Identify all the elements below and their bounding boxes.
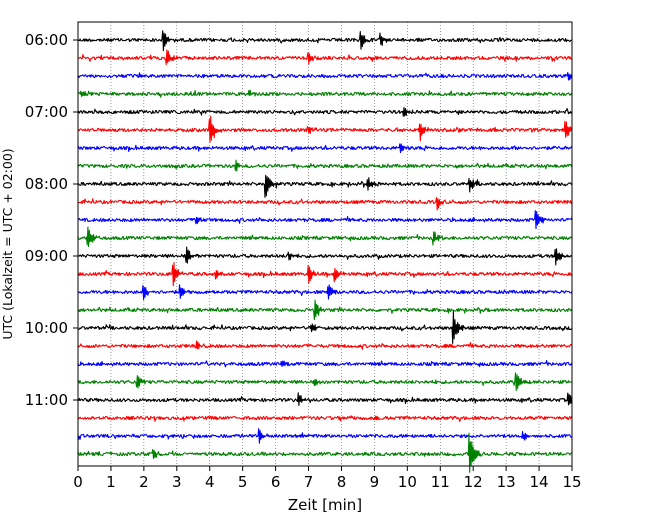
x-tick-label: 8 <box>337 473 347 491</box>
x-tick-label: 10 <box>398 473 417 491</box>
y-tick-label: 07:00 <box>25 103 68 121</box>
x-tick-label: 1 <box>106 473 116 491</box>
vertical-grid <box>110 22 540 466</box>
x-tick-label: 4 <box>205 473 215 491</box>
x-tick-label: 6 <box>271 473 281 491</box>
x-tick-label: 12 <box>464 473 483 491</box>
trace-line <box>77 115 573 143</box>
trace-line <box>77 415 573 423</box>
trace-line <box>77 359 573 368</box>
y-tick-label: 06:00 <box>25 31 68 49</box>
trace-line <box>77 432 573 473</box>
trace-line <box>77 210 573 230</box>
trace-line <box>77 428 573 444</box>
x-tick-label: 2 <box>139 473 149 491</box>
trace-line <box>77 246 573 266</box>
trace-line <box>77 159 573 172</box>
x-tick-label: 14 <box>530 473 549 491</box>
trace-line <box>77 197 573 211</box>
trace-line <box>77 143 573 154</box>
trace-line <box>77 262 573 287</box>
x-tick-label: 11 <box>431 473 450 491</box>
trace-line <box>77 71 573 81</box>
x-axis-label: Zeit [min] <box>288 496 362 514</box>
y-axis-ticks: 06:00 07:00 08:00 09:00 10:00 11:00 <box>25 31 78 409</box>
trace-line <box>77 89 573 98</box>
trace-line <box>77 106 573 117</box>
x-tick-label: 9 <box>370 473 380 491</box>
trace-line <box>77 392 573 407</box>
trace-line <box>77 226 573 248</box>
trace-line <box>77 49 573 66</box>
x-tick-label: 5 <box>238 473 248 491</box>
x-tick-label: 15 <box>562 473 581 491</box>
trace-line <box>77 310 573 345</box>
trace-layer <box>77 30 573 473</box>
y-tick-label: 09:00 <box>25 247 68 265</box>
x-tick-label: 13 <box>497 473 516 491</box>
y-tick-label: 10:00 <box>25 319 68 337</box>
x-tick-label: 0 <box>73 473 83 491</box>
plot-frame <box>77 21 573 467</box>
x-axis-ticks: 0 1 2 3 4 5 6 7 8 9 10 11 12 13 14 15 <box>73 466 582 491</box>
trace-line <box>77 299 573 321</box>
trace-line <box>77 174 573 198</box>
trace-line <box>77 30 573 52</box>
y-axis-label: UTC (Lokalzeit = UTC + 02:00) <box>0 148 15 339</box>
trace-line <box>77 284 573 301</box>
x-tick-label: 7 <box>304 473 314 491</box>
trace-line <box>77 372 573 392</box>
x-tick-label: 3 <box>172 473 182 491</box>
y-tick-label: 11:00 <box>25 391 68 409</box>
trace-line <box>77 340 573 350</box>
y-tick-label: 08:00 <box>25 175 68 193</box>
